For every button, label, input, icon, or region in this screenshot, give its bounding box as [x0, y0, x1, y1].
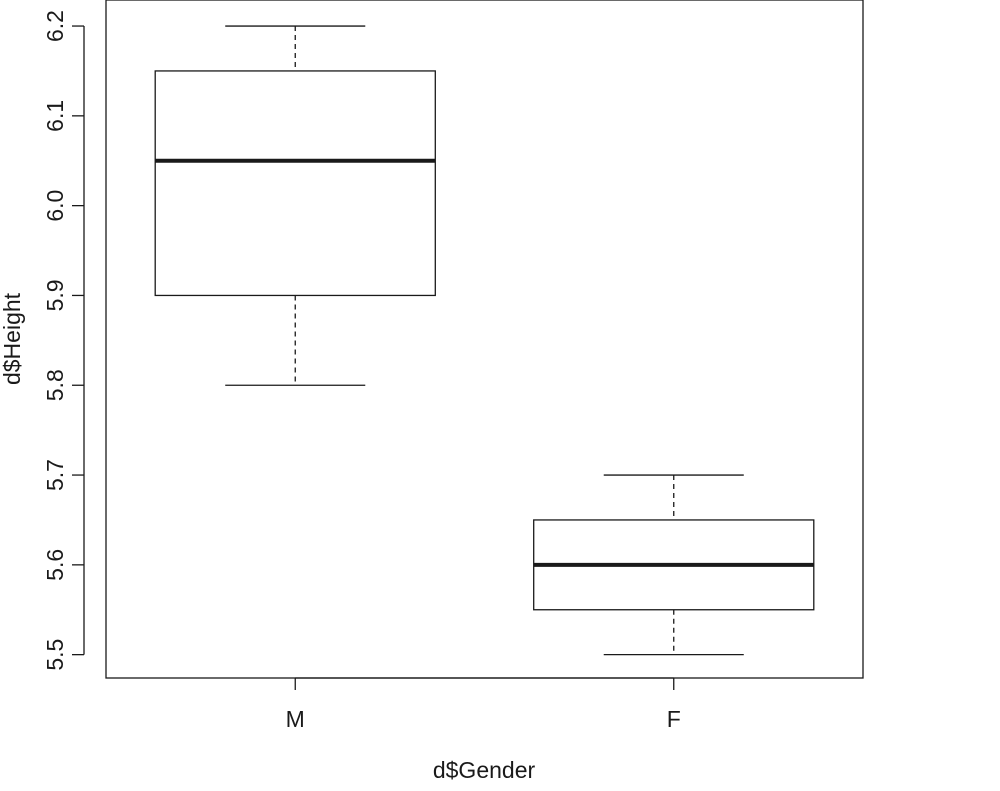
x-tick-label: F: [667, 706, 681, 732]
x-tick-label: M: [286, 706, 305, 732]
y-tick-label: 6.2: [42, 10, 68, 42]
y-axis-label: d$Height: [0, 292, 25, 385]
y-tick-label: 5.8: [42, 369, 68, 401]
y-axis: 5.5 5.6 5.7 5.8 5.9 6.0 6.1 6.2: [42, 10, 85, 671]
y-tick-label: 6.0: [42, 190, 68, 222]
y-tick-label: 5.7: [42, 459, 68, 491]
y-tick-label: 6.1: [42, 100, 68, 132]
y-tick-label: 5.9: [42, 279, 68, 311]
x-axis-label: d$Gender: [433, 757, 536, 783]
y-tick-label: 5.5: [42, 639, 68, 671]
y-tick-label: 5.6: [42, 549, 68, 581]
iqr-box: [154, 70, 436, 297]
box-M: [154, 25, 436, 386]
boxes: [154, 25, 815, 656]
box-F: [533, 474, 815, 656]
